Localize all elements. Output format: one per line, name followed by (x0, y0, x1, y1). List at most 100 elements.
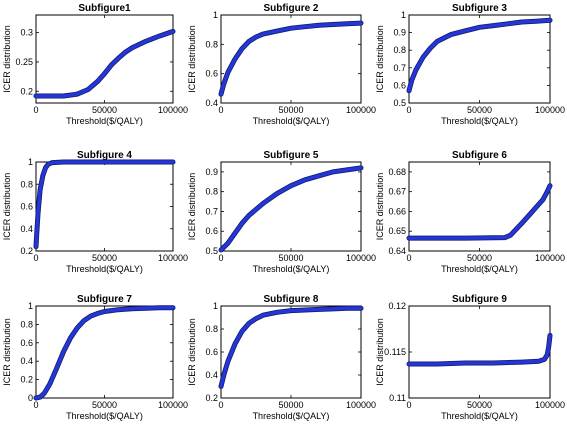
subplot-8: Subfigure 8 0 50000 100000 0.2 0.4 0.6 0.8 1 Thre… (187, 294, 376, 421)
y-tick-label: 0.66 (388, 206, 406, 216)
y-tick-label: 0.6 (20, 202, 33, 212)
y-axis-label: ICER distribution (187, 25, 197, 93)
axes-frame (220, 161, 362, 252)
x-tick-label: 100000 (535, 253, 565, 263)
x-tick-label: 0 (33, 400, 38, 410)
subplot-title: Subfigure 9 (452, 294, 507, 305)
x-tick-label: 50000 (278, 253, 303, 263)
subplot-3: Subfigure 3 0 50000 100000 0.5 0.6 0.7 0.8 0.9 1 T… (375, 3, 565, 126)
x-tick-label: 50000 (467, 105, 492, 115)
series-line (34, 306, 175, 400)
subplot-title: Subfigure 4 (77, 150, 132, 161)
y-tick-label: 0.68 (388, 167, 406, 177)
x-tick-label: 100000 (346, 105, 376, 115)
y-tick-label: 0.8 (205, 39, 218, 49)
x-tick-label: 100000 (158, 105, 188, 115)
x-axis-label: Threshold($/QALY) (253, 116, 330, 126)
y-tick-label: 0.25 (15, 57, 33, 67)
y-tick-label: 0.115 (384, 347, 406, 357)
y-tick-label: 0.6 (205, 347, 218, 357)
y-tick-label: 0.2 (20, 86, 33, 96)
y-tick-label: 0.4 (205, 98, 218, 108)
axes-frame (35, 14, 174, 104)
subplot-9: Subfigure 9 0 50000 100000 0.11 0.115 0.12 Thre… (375, 294, 565, 421)
y-tick-label: 0.8 (20, 319, 33, 329)
subplot-title: Subfigure 5 (263, 150, 318, 161)
subplot-title: Subfigure 7 (77, 294, 132, 305)
x-axis-label: Threshold($/QALY) (253, 264, 330, 274)
x-tick-label: 50000 (92, 253, 117, 263)
series-line (407, 18, 552, 93)
x-axis-label: Threshold($/QALY) (66, 411, 143, 421)
y-tick-label: 0.67 (388, 187, 406, 197)
subplot-4: Subfigure 4 0 50000 100000 0.2 0.4 0.6 0.8 1 Thre… (2, 150, 188, 274)
axes-frame (35, 161, 174, 252)
x-tick-label: 0 (33, 105, 38, 115)
x-tick-label: 100000 (535, 105, 565, 115)
y-tick-label: 0.6 (205, 226, 218, 236)
y-tick-label: 0.6 (20, 338, 33, 348)
y-tick-label: 0.6 (393, 80, 406, 90)
subplot-title: Subfigure 2 (263, 3, 318, 14)
x-tick-label: 50000 (92, 105, 117, 115)
x-tick-label: 50000 (92, 400, 117, 410)
x-axis-label: Threshold($/QALY) (441, 411, 518, 421)
subplot-5: Subfigure 5 0 50000 100000 0.5 0.6 0.7 0.8 0.9 Th… (187, 150, 376, 274)
x-tick-label: 100000 (535, 400, 565, 410)
x-tick-label: 0 (33, 253, 38, 263)
y-axis-label: ICER distribution (187, 173, 197, 241)
x-tick-label: 0 (406, 105, 411, 115)
y-tick-label: 0.2 (205, 393, 218, 403)
y-axis-label: ICER distribution (2, 25, 12, 93)
y-tick-label: 1 (28, 157, 33, 167)
x-tick-label: 0 (406, 400, 411, 410)
x-axis-label: Threshold($/QALY) (441, 264, 518, 274)
x-tick-label: 0 (218, 105, 223, 115)
y-tick-label: 0.5 (205, 246, 218, 256)
y-tick-label: 1 (28, 301, 33, 311)
y-tick-label: 0.8 (393, 45, 406, 55)
series-line (219, 21, 363, 96)
series-line (34, 29, 175, 98)
y-tick-label: 0.6 (205, 69, 218, 79)
y-tick-label: 0.5 (393, 98, 406, 108)
y-tick-label: 0.11 (389, 393, 406, 403)
y-axis-label: ICER distribution (2, 173, 12, 241)
y-tick-label: 1 (401, 10, 406, 20)
x-tick-label: 50000 (467, 400, 492, 410)
axes-frame (35, 305, 174, 399)
series-line (219, 166, 363, 252)
y-axis-label: ICER distribution (187, 318, 197, 386)
series-line (34, 160, 175, 249)
subplot-title: Subfigure1 (78, 3, 131, 14)
y-axis-label: ICER distribution (2, 318, 12, 386)
y-tick-label: 0.9 (205, 167, 218, 177)
subplot-title: Subfigure 6 (452, 150, 507, 161)
y-tick-label: 0.9 (393, 28, 406, 38)
y-tick-label: 0.65 (388, 226, 406, 236)
y-axis-label: ICER distribution (375, 173, 385, 241)
x-tick-label: 50000 (278, 105, 303, 115)
x-axis-label: Threshold($/QALY) (253, 411, 330, 421)
series-line (219, 306, 363, 389)
x-tick-label: 100000 (346, 253, 376, 263)
x-tick-label: 50000 (467, 253, 492, 263)
x-tick-label: 100000 (158, 400, 188, 410)
y-tick-label: 0.2 (20, 375, 33, 385)
subplot-6: Subfigure 6 0 50000 100000 0.64 0.65 0.66 0.67 0… (375, 150, 565, 274)
y-tick-label: 0.4 (20, 356, 33, 366)
y-tick-label: 0 (28, 393, 33, 403)
y-tick-label: 0.64 (388, 246, 406, 256)
x-tick-label: 100000 (158, 253, 188, 263)
subplot-title: Subfigure 8 (263, 294, 318, 305)
y-tick-label: 0.8 (205, 324, 218, 334)
y-tick-label: 0.3 (20, 28, 33, 38)
axes-frame (408, 305, 551, 399)
y-tick-label: 0.4 (205, 370, 218, 380)
series-line (407, 333, 552, 366)
y-tick-label: 0.12 (388, 301, 406, 311)
x-tick-label: 0 (218, 253, 223, 263)
x-axis-label: Threshold($/QALY) (66, 116, 143, 126)
subplot-2: Subfigure 2 0 50000 100000 0.4 0.6 0.8 1 Thresho… (187, 3, 376, 126)
